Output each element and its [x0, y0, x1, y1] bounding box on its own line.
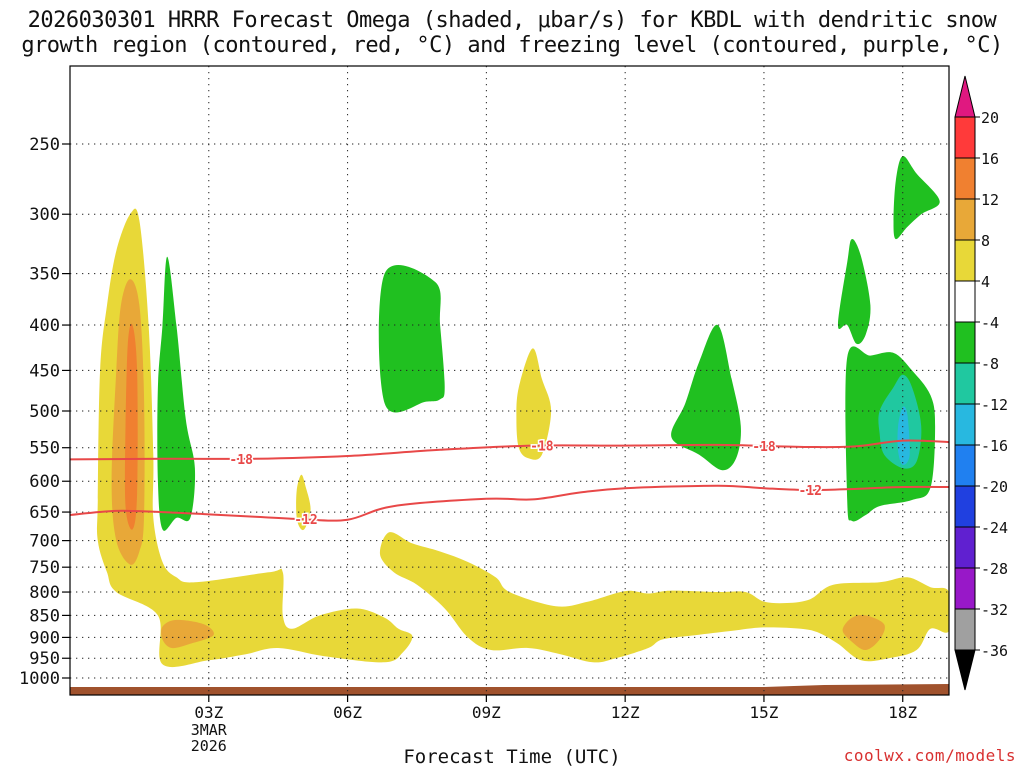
colorbar-top-arrow: [954, 75, 976, 118]
colorbar-label--4: -4: [981, 314, 999, 332]
colorbar-label--32: -32: [981, 601, 1008, 619]
colorbar-label--16: -16: [981, 437, 1008, 455]
omega-region-12-2: [124, 323, 138, 530]
chart-title-line-1: 2026030301 HRRR Forecast Omega (shaded, …: [27, 8, 997, 33]
colorbar-label-4: 4: [981, 273, 990, 291]
colorbar-label--8: -8: [981, 355, 999, 373]
y-tick-label-500: 500: [29, 402, 60, 422]
colorbar-swatch-9: [954, 485, 976, 528]
x-axis-label: Forecast Time (UTC): [403, 746, 621, 768]
omega-region-4-0: [96, 208, 413, 668]
x-tick-label-09Z: 09Z: [472, 703, 501, 722]
y-tick-label-550: 550: [29, 439, 60, 459]
colorbar-label--20: -20: [981, 478, 1008, 496]
omega-region--4-11: [838, 239, 871, 345]
colorbar-swatch-0: [954, 116, 976, 159]
chart-title-line-2: growth region (contoured, red, °C) and f…: [21, 33, 1003, 58]
surface-terrain-rise: [763, 684, 949, 688]
x-tick-sublabel-3MAR: 3MAR: [191, 721, 228, 739]
colorbar-label--28: -28: [981, 560, 1008, 578]
colorbar-swatch-2: [954, 198, 976, 241]
y-tick-label-1000: 1000: [19, 669, 60, 689]
contour-label--12-0: -12: [294, 513, 317, 528]
colorbar-label--36: -36: [981, 642, 1008, 660]
colorbar-swatch-12: [954, 608, 976, 651]
colorbar-label-8: 8: [981, 232, 990, 250]
colorbar-swatch-8: [954, 444, 976, 487]
y-tick-label-300: 300: [29, 205, 60, 225]
surface-terrain: [70, 687, 949, 695]
omega-colorbar: 20 16 12 8 4 -4 -8 -12 -16 -20 -24 -28 -32 -36: [954, 75, 1008, 691]
y-tick-label-950: 950: [29, 649, 60, 669]
colorbar-swatch-11: [954, 567, 976, 610]
y-tick-label-750: 750: [29, 558, 60, 578]
y-tick-label-700: 700: [29, 532, 60, 552]
omega-region-4-5: [379, 532, 949, 663]
y-tick-label-800: 800: [29, 583, 60, 603]
x-tick-label-03Z: 03Z: [194, 703, 223, 722]
omega-region--4-8: [157, 256, 196, 531]
y-tick-label-600: 600: [29, 472, 60, 492]
colorbar-label-20: 20: [981, 109, 999, 127]
y-tick-label-450: 450: [29, 361, 60, 381]
y-tick-label-650: 650: [29, 503, 60, 523]
credit-text: coolwx.com/models: [843, 746, 1016, 765]
colorbar-label--12: -12: [981, 396, 1008, 414]
contour-label--18-1: -18: [530, 440, 554, 455]
colorbar-swatch-10: [954, 526, 976, 569]
colorbar-swatch-7: [954, 403, 976, 446]
omega-region-4-7: [516, 348, 552, 460]
y-tick-label-850: 850: [29, 606, 60, 626]
omega-region--4-9: [378, 264, 445, 413]
contour--12: [70, 484, 949, 522]
colorbar-swatch-5: [954, 321, 976, 364]
omega-region-8-6: [842, 614, 885, 651]
x-tick-label-18Z: 18Z: [888, 703, 917, 722]
y-tick-label-350: 350: [29, 265, 60, 285]
x-tick-label-12Z: 12Z: [611, 703, 640, 722]
y-tick-label-900: 900: [29, 628, 60, 648]
omega-region--4-15: [893, 156, 940, 240]
colorbar-swatch-3: [954, 239, 976, 282]
colorbar-swatch-1: [954, 157, 976, 200]
x-tick-label-06Z: 06Z: [333, 703, 362, 722]
plot-frame: [69, 65, 950, 696]
omega-region-8-3: [161, 619, 214, 649]
colorbar-label-12: 12: [981, 191, 999, 209]
colorbar-label-16: 16: [981, 150, 999, 168]
omega-region--4-10: [671, 324, 741, 471]
colorbar-label--24: -24: [981, 519, 1008, 537]
colorbar-swatch-6: [954, 362, 976, 405]
y-tick-label-250: 250: [29, 135, 60, 155]
omega-region--12-14: [897, 406, 910, 465]
x-tick-label-15Z: 15Z: [749, 703, 778, 722]
colorbar-swatch-4: [954, 280, 976, 323]
colorbar-bottom-arrow: [954, 649, 976, 691]
y-tick-label-400: 400: [29, 316, 60, 336]
contour--18: [70, 439, 949, 461]
contour-label--18-2: -18: [752, 440, 776, 455]
contour-label--12-1: -12: [798, 484, 821, 499]
x-tick-sublabel-2026: 2026: [191, 737, 227, 755]
omega-region-4-4: [296, 474, 311, 531]
contour-label--18-0: -18: [229, 453, 253, 468]
